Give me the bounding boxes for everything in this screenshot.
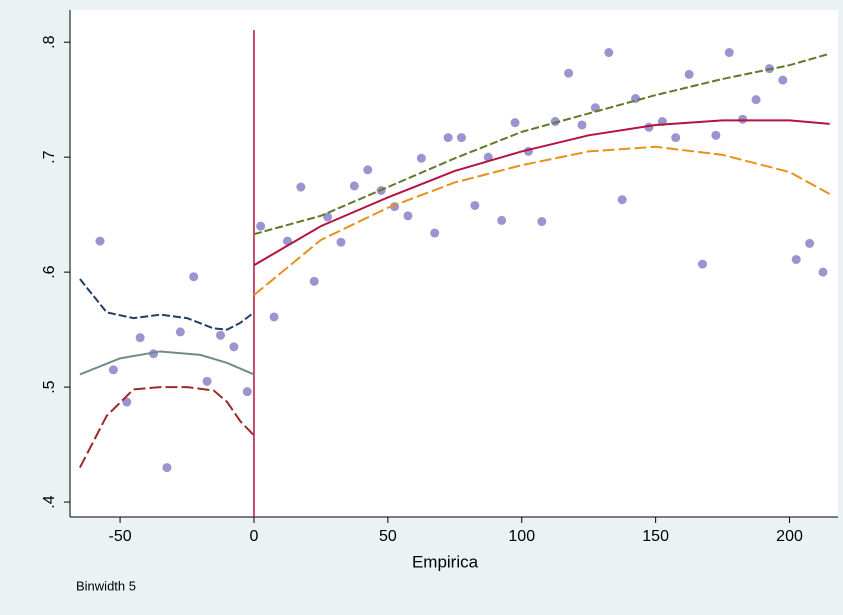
note: Binwidth 5 [76,578,136,593]
x-tick-label: 0 [250,528,259,545]
y-tick-label: .5 [41,380,58,393]
point [135,333,145,343]
point [684,69,694,79]
point [510,118,520,128]
point [724,48,734,58]
point [537,217,547,227]
point [805,238,815,248]
point [617,195,627,205]
point [256,221,266,231]
point [778,75,788,85]
point [108,365,118,375]
point [416,153,426,163]
point [711,130,721,140]
point [604,48,614,58]
point [296,182,306,192]
x-tick-label: 100 [508,528,535,545]
point [791,254,801,264]
fit-line [79,278,255,331]
x-tick-label: -50 [109,528,132,545]
point [162,463,172,473]
x-tick-label: 150 [642,528,669,545]
point [95,236,105,246]
y-tick-label: .4 [41,495,58,508]
point [363,165,373,175]
point [497,215,507,225]
x-axis-label: Empirica [412,552,479,571]
point [564,68,574,78]
point [456,133,466,143]
x-tick-label: 50 [379,528,397,545]
point [309,276,319,286]
point [189,272,199,282]
point [122,397,132,407]
point [215,330,225,340]
point [577,120,587,130]
point [242,387,252,397]
point [671,133,681,143]
fit-line [253,52,830,236]
point [403,211,413,221]
point [470,200,480,210]
y-tick-label: .6 [41,265,58,278]
point [349,181,359,191]
point [483,152,493,162]
point [269,312,279,322]
point [698,259,708,269]
point [202,376,212,386]
point [738,114,748,124]
fit-line [79,386,255,469]
x-tick-label: 200 [776,528,803,545]
fit-line [253,119,830,267]
fit-line [79,350,255,376]
fit-line [253,145,831,296]
point [590,103,600,113]
y-tick-label: .8 [41,35,58,48]
point [443,133,453,143]
point [229,342,239,352]
point [336,237,346,247]
point [751,95,761,105]
point [818,267,828,277]
point [430,228,440,238]
point [175,327,185,337]
plot-area [70,10,838,517]
y-tick-label: .7 [41,150,58,163]
